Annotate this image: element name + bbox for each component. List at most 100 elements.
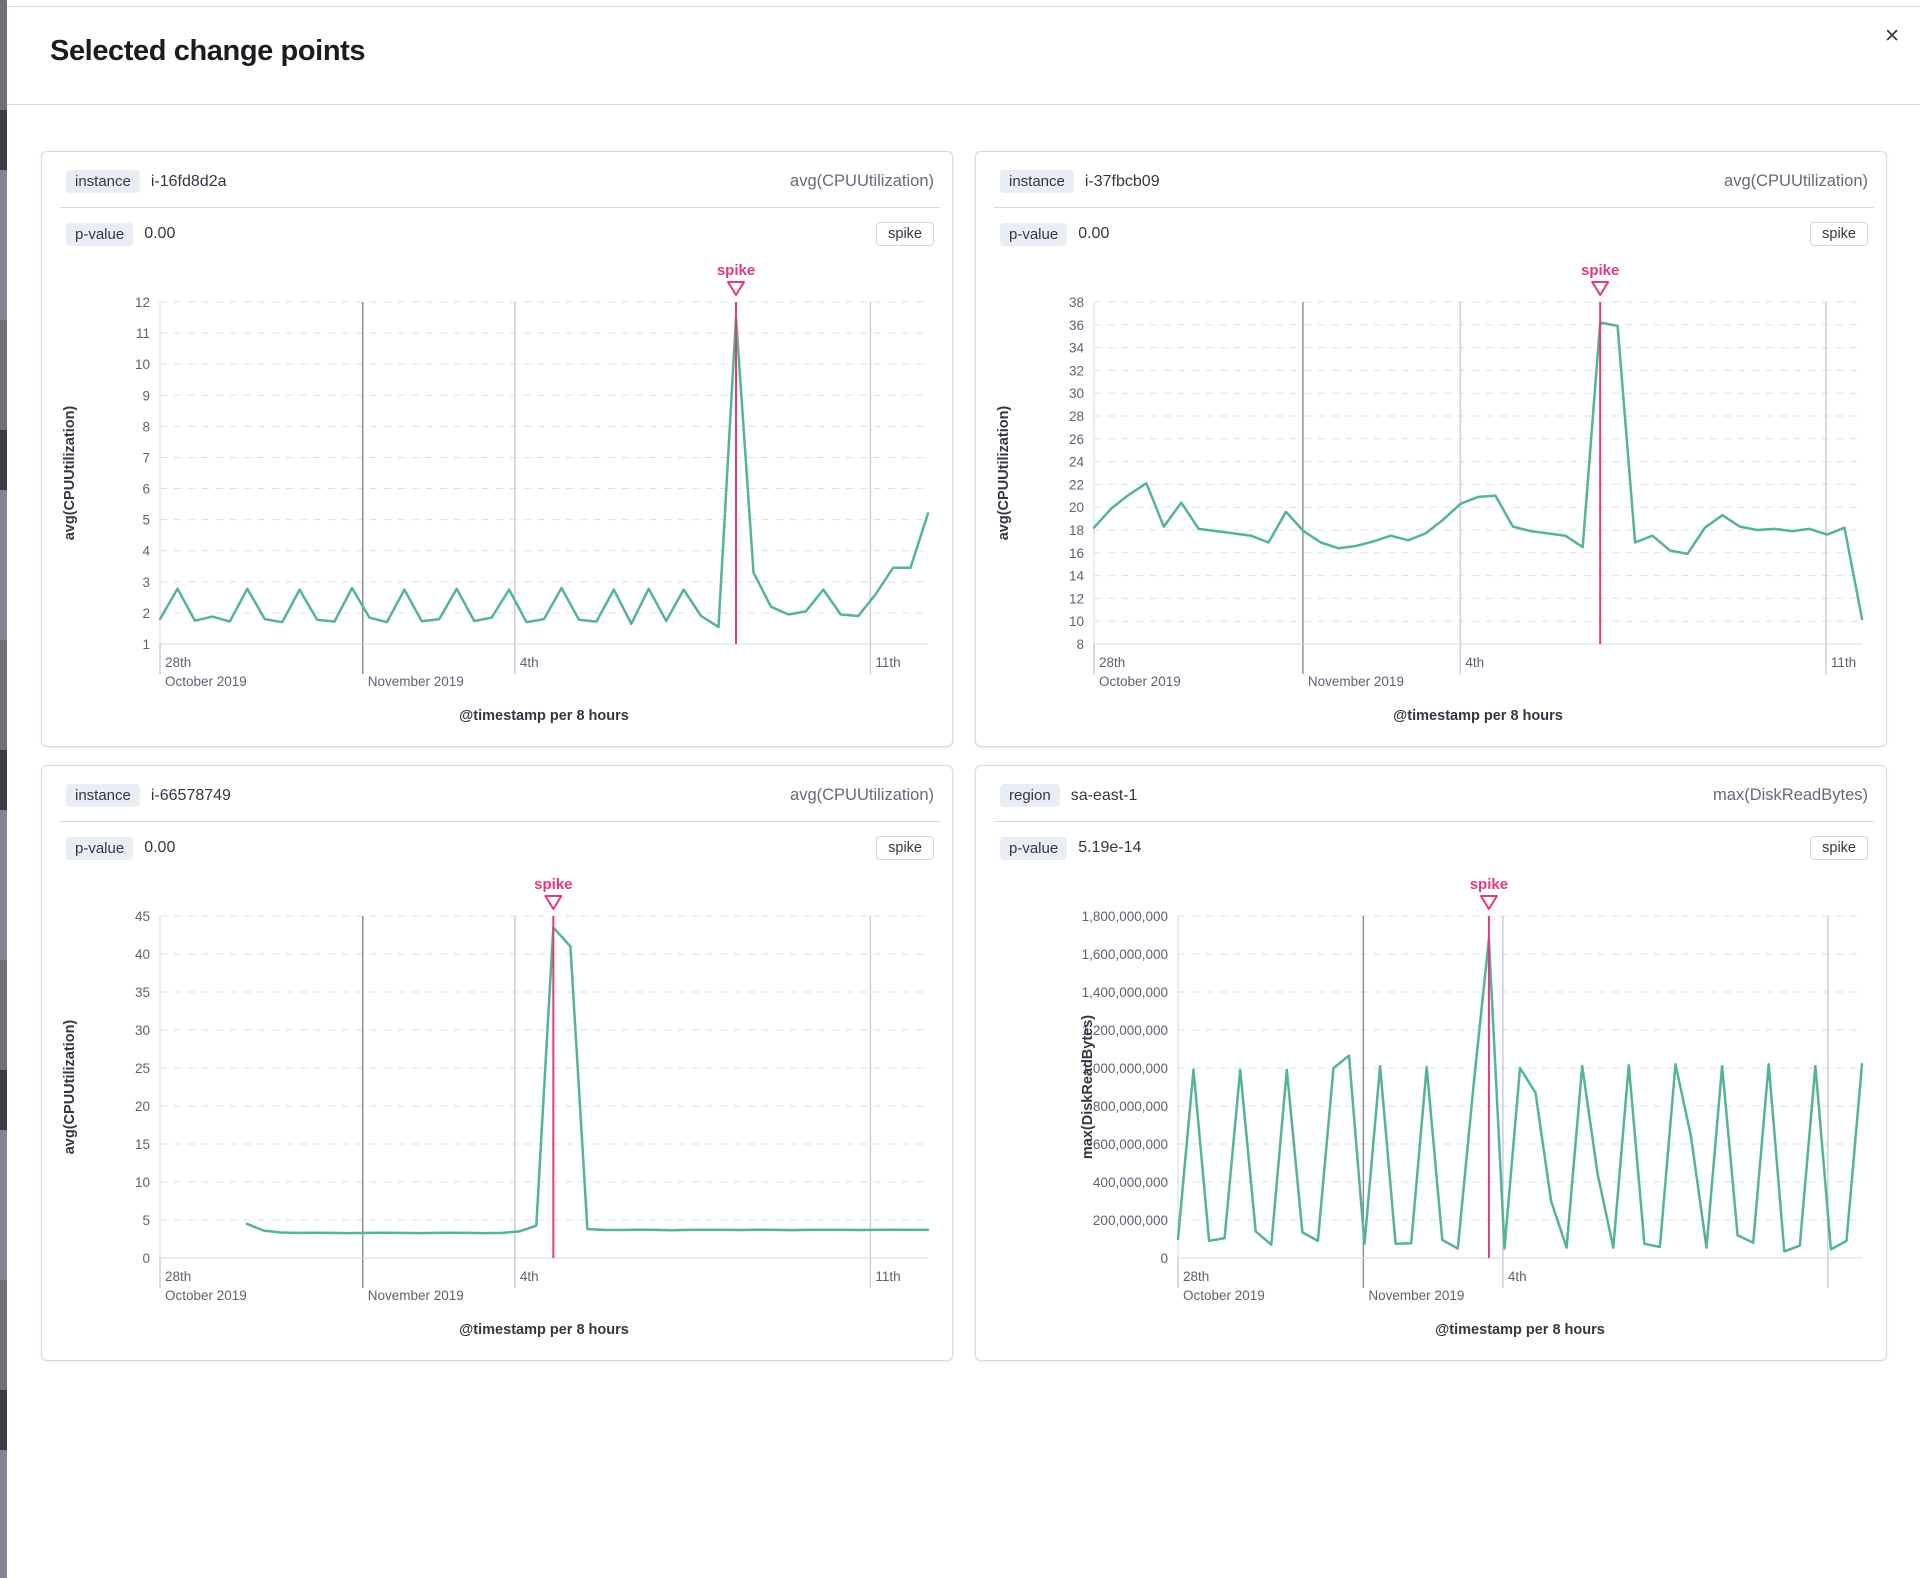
p-value-badge: p-value <box>66 836 134 860</box>
svg-text:15: 15 <box>135 1137 150 1152</box>
svg-text:40: 40 <box>135 947 150 962</box>
change-point-chart: 8 10 12 14 16 18 20 22 24 26 28 30 32 34 36 38 28th Octob… <box>996 262 1864 724</box>
change-point-grid: instance i-16fd8d2a avg(CPUUtilization) … <box>7 105 1920 1391</box>
svg-text:November 2019: November 2019 <box>1308 674 1404 689</box>
svg-text:4th: 4th <box>520 655 539 670</box>
svg-text:4: 4 <box>142 544 150 559</box>
svg-text:34: 34 <box>1069 341 1085 356</box>
metric-label: avg(CPUUtilization) <box>790 786 934 804</box>
metric-label: max(DiskReadBytes) <box>1713 786 1868 804</box>
card-header: region sa-east-1 max(DiskReadBytes) <box>994 780 1874 822</box>
split-field-value: i-37fbcb09 <box>1084 172 1160 190</box>
svg-text:1: 1 <box>142 637 150 652</box>
metric-label: avg(CPUUtilization) <box>1724 172 1868 190</box>
svg-text:@timestamp per 8 hours: @timestamp per 8 hours <box>1435 1322 1605 1338</box>
p-value: 0.00 <box>144 225 176 242</box>
svg-text:November 2019: November 2019 <box>368 674 464 689</box>
svg-text:1,800,000,000: 1,800,000,000 <box>1082 909 1168 924</box>
svg-text:@timestamp per 8 hours: @timestamp per 8 hours <box>459 1322 629 1338</box>
card-subheader: p-value 0.00 spike <box>60 822 940 862</box>
p-value-badge: p-value <box>1000 836 1068 860</box>
change-point-card-1: instance i-16fd8d2a avg(CPUUtilization) … <box>41 151 953 747</box>
svg-text:22: 22 <box>1069 477 1084 492</box>
svg-text:35: 35 <box>135 985 150 1000</box>
svg-text:12: 12 <box>1069 591 1084 606</box>
p-value: 0.00 <box>144 839 176 856</box>
svg-text:28: 28 <box>1069 409 1084 424</box>
split-field-badge: instance <box>1000 170 1074 193</box>
p-value: 5.19e-14 <box>1078 839 1142 856</box>
svg-text:24: 24 <box>1069 455 1085 470</box>
close-icon[interactable]: ✕ <box>1876 19 1908 54</box>
svg-text:avg(CPUUtilization): avg(CPUUtilization) <box>62 406 78 541</box>
svg-text:16: 16 <box>1069 546 1084 561</box>
svg-text:10: 10 <box>135 1175 150 1190</box>
card-header: instance i-16fd8d2a avg(CPUUtilization) <box>60 166 940 208</box>
change-point-card-3: instance i-66578749 avg(CPUUtilization) … <box>41 765 953 1361</box>
svg-text:8: 8 <box>1076 637 1084 652</box>
card-subheader: p-value 0.00 spike <box>60 208 940 248</box>
svg-text:0: 0 <box>1160 1251 1168 1266</box>
svg-text:26: 26 <box>1069 432 1084 447</box>
svg-text:@timestamp per 8 hours: @timestamp per 8 hours <box>1393 708 1563 724</box>
svg-text:30: 30 <box>1069 386 1084 401</box>
change-point-chart: 0 200,000,000 400,000,000 600,000,000 800,00… <box>1080 876 1864 1338</box>
svg-text:4th: 4th <box>1508 1269 1527 1284</box>
svg-text:spike: spike <box>1581 262 1619 279</box>
svg-text:10: 10 <box>1069 614 1084 629</box>
modal-header: Selected change points ✕ <box>7 7 1920 105</box>
change-type-pill: spike <box>1810 222 1868 246</box>
svg-text:avg(CPUUtilization): avg(CPUUtilization) <box>62 1020 78 1155</box>
svg-text:spike: spike <box>717 262 755 279</box>
svg-text:18: 18 <box>1069 523 1084 538</box>
change-point-card-2: instance i-37fbcb09 avg(CPUUtilization) … <box>975 151 1887 747</box>
svg-text:20: 20 <box>1069 500 1084 515</box>
svg-text:4th: 4th <box>1465 655 1484 670</box>
svg-text:max(DiskReadBytes): max(DiskReadBytes) <box>1080 1015 1096 1159</box>
svg-text:11: 11 <box>136 326 150 341</box>
svg-text:1,600,000,000: 1,600,000,000 <box>1082 947 1168 962</box>
p-value-badge: p-value <box>66 222 134 246</box>
svg-text:36: 36 <box>1069 318 1084 333</box>
split-field-badge: region <box>1000 784 1060 807</box>
split-field-value: i-16fd8d2a <box>150 172 227 190</box>
svg-text:32: 32 <box>1069 363 1084 378</box>
svg-text:November 2019: November 2019 <box>1368 1288 1464 1303</box>
card-subheader: p-value 0.00 spike <box>994 208 1874 248</box>
svg-text:11th: 11th <box>1831 655 1856 670</box>
split-field-badge: instance <box>66 784 140 807</box>
svg-text:12: 12 <box>135 295 150 310</box>
svg-text:0: 0 <box>142 1251 150 1266</box>
svg-text:200,000,000: 200,000,000 <box>1093 1213 1168 1228</box>
p-value: 0.00 <box>1078 225 1110 242</box>
change-type-pill: spike <box>876 222 934 246</box>
svg-text:28th: 28th <box>165 1269 191 1284</box>
svg-text:400,000,000: 400,000,000 <box>1093 1175 1168 1190</box>
svg-text:11th: 11th <box>875 1269 900 1284</box>
svg-text:8: 8 <box>142 419 150 434</box>
svg-text:2: 2 <box>142 606 150 621</box>
svg-text:5: 5 <box>142 1213 150 1228</box>
svg-text:3: 3 <box>142 575 150 590</box>
p-value-badge: p-value <box>1000 222 1068 246</box>
change-point-card-4: region sa-east-1 max(DiskReadBytes) p-va… <box>975 765 1887 1361</box>
svg-text:@timestamp per 8 hours: @timestamp per 8 hours <box>459 708 629 724</box>
split-field-value: i-66578749 <box>150 786 231 804</box>
svg-text:28th: 28th <box>1099 655 1125 670</box>
svg-text:1,200,000,000: 1,200,000,000 <box>1082 1023 1168 1038</box>
svg-text:5: 5 <box>142 513 150 528</box>
split-field-value: sa-east-1 <box>1070 786 1138 804</box>
card-subheader: p-value 5.19e-14 spike <box>994 822 1874 862</box>
svg-text:20: 20 <box>135 1099 150 1114</box>
change-points-modal: Selected change points ✕ instance i-16fd… <box>7 6 1920 1566</box>
svg-text:October 2019: October 2019 <box>1099 674 1181 689</box>
svg-text:4th: 4th <box>520 1269 539 1284</box>
svg-text:1,400,000,000: 1,400,000,000 <box>1082 985 1168 1000</box>
change-point-chart: 0 5 10 15 20 25 30 35 40 45 28th October 2019 Novemb… <box>62 876 930 1338</box>
page-title: Selected change points <box>50 35 366 67</box>
svg-text:spike: spike <box>534 876 572 893</box>
svg-text:November 2019: November 2019 <box>368 1288 464 1303</box>
svg-text:11th: 11th <box>875 655 900 670</box>
metric-label: avg(CPUUtilization) <box>790 172 934 190</box>
